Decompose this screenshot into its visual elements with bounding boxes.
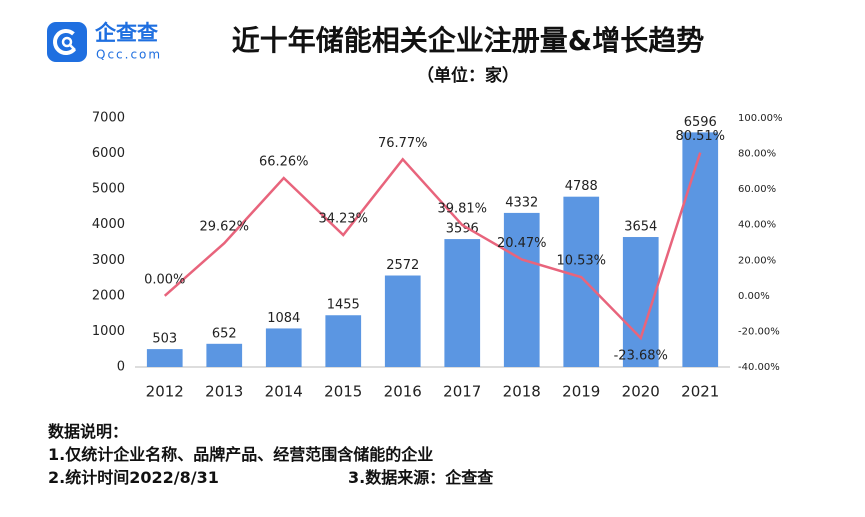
x-tick-label: 2015 bbox=[324, 383, 362, 401]
y-tick-label: 5000 bbox=[92, 182, 125, 197]
y2-tick-label: -40.00% bbox=[738, 362, 780, 373]
bar bbox=[265, 328, 302, 367]
y-tick-label: 0 bbox=[117, 360, 125, 375]
logo-name: 企查查 bbox=[94, 21, 158, 45]
logo-icon bbox=[47, 22, 87, 62]
chart-subtitle: （单位：家） bbox=[417, 65, 519, 86]
bar-value-label: 1084 bbox=[267, 311, 300, 326]
logo: 企查查 Qcc.com bbox=[47, 21, 162, 62]
bar bbox=[206, 343, 243, 367]
x-tick-label: 2020 bbox=[622, 383, 660, 401]
bar-value-label: 652 bbox=[212, 326, 237, 341]
y-tick-label: 1000 bbox=[92, 324, 125, 339]
x-tick-label: 2014 bbox=[265, 383, 303, 401]
line-value-label: 34.23% bbox=[318, 211, 368, 226]
y-tick-label: 3000 bbox=[92, 253, 125, 268]
x-tick-label: 2012 bbox=[146, 383, 184, 401]
y-tick-label: 6000 bbox=[92, 146, 125, 161]
x-tick-label: 2013 bbox=[205, 383, 243, 401]
line-value-label: 76.77% bbox=[378, 136, 428, 151]
note: 1.仅统计企业名称、品牌产品、经营范围含储能的企业 bbox=[48, 445, 434, 464]
line-value-label: 29.62% bbox=[199, 220, 249, 235]
x-tick-label: 2019 bbox=[562, 383, 600, 401]
y2-tick-label: 0.00% bbox=[738, 291, 770, 302]
bar-value-label: 1455 bbox=[327, 298, 360, 313]
x-tick-label: 2017 bbox=[443, 383, 481, 401]
logo-domain: Qcc.com bbox=[96, 48, 162, 62]
notes-heading: 数据说明： bbox=[48, 422, 129, 441]
y-tick-label: 2000 bbox=[92, 288, 125, 303]
bar bbox=[146, 349, 183, 367]
bar-value-label: 3654 bbox=[624, 220, 657, 235]
y2-tick-label: 100.00% bbox=[738, 113, 783, 124]
line-value-label: 0.00% bbox=[144, 272, 185, 287]
y-tick-label: 4000 bbox=[92, 217, 125, 232]
bar-value-label: 3596 bbox=[446, 222, 479, 237]
bar-value-label: 6596 bbox=[684, 115, 717, 130]
bar-value-label: 503 bbox=[152, 332, 177, 347]
bar bbox=[384, 275, 421, 367]
y-tick-label: 7000 bbox=[92, 111, 125, 126]
line-value-label: -23.68% bbox=[614, 348, 668, 363]
bar bbox=[325, 315, 362, 367]
logo-lens bbox=[61, 36, 73, 48]
y2-tick-label: 40.00% bbox=[738, 220, 776, 231]
line-value-label: 20.47% bbox=[497, 236, 547, 251]
bar bbox=[563, 196, 600, 367]
bar-value-label: 2572 bbox=[386, 258, 419, 273]
note-row: 2.统计时间2022/8/31 3.数据来源：企查查 bbox=[48, 466, 493, 489]
y2-tick-label: 80.00% bbox=[738, 149, 776, 160]
note: 3.数据来源：企查查 bbox=[348, 468, 494, 487]
y2-tick-label: -20.00% bbox=[738, 326, 780, 337]
x-tick-label: 2016 bbox=[384, 383, 422, 401]
bar bbox=[444, 239, 481, 367]
line bbox=[163, 152, 702, 341]
line-value-label: 66.26% bbox=[259, 155, 309, 170]
x-tick-label: 2018 bbox=[503, 383, 541, 401]
notes: 数据说明： 1.仅统计企业名称、品牌产品、经营范围含储能的企业 2.统计时间20… bbox=[48, 420, 493, 489]
line-value-label: 10.53% bbox=[556, 254, 606, 269]
bar bbox=[503, 212, 540, 367]
bar bbox=[682, 132, 719, 367]
line-value-label: 39.81% bbox=[437, 202, 487, 217]
chart-title: 近十年储能相关企业注册量&增长趋势 bbox=[232, 24, 704, 57]
logo-handle bbox=[69, 44, 76, 51]
line-value-label: 80.51% bbox=[675, 129, 725, 144]
note: 2.统计时间2022/8/31 bbox=[48, 468, 219, 487]
x-tick-label: 2021 bbox=[681, 383, 719, 401]
bar-value-label: 4332 bbox=[505, 195, 538, 210]
y2-tick-label: 20.00% bbox=[738, 255, 776, 266]
bar-value-label: 4788 bbox=[565, 179, 598, 194]
y2-tick-label: 60.00% bbox=[738, 184, 776, 195]
chart: 企查查 Qcc.com 近十年储能相关企业注册量&增长趋势 （单位：家） 0 10… bbox=[47, 21, 783, 401]
